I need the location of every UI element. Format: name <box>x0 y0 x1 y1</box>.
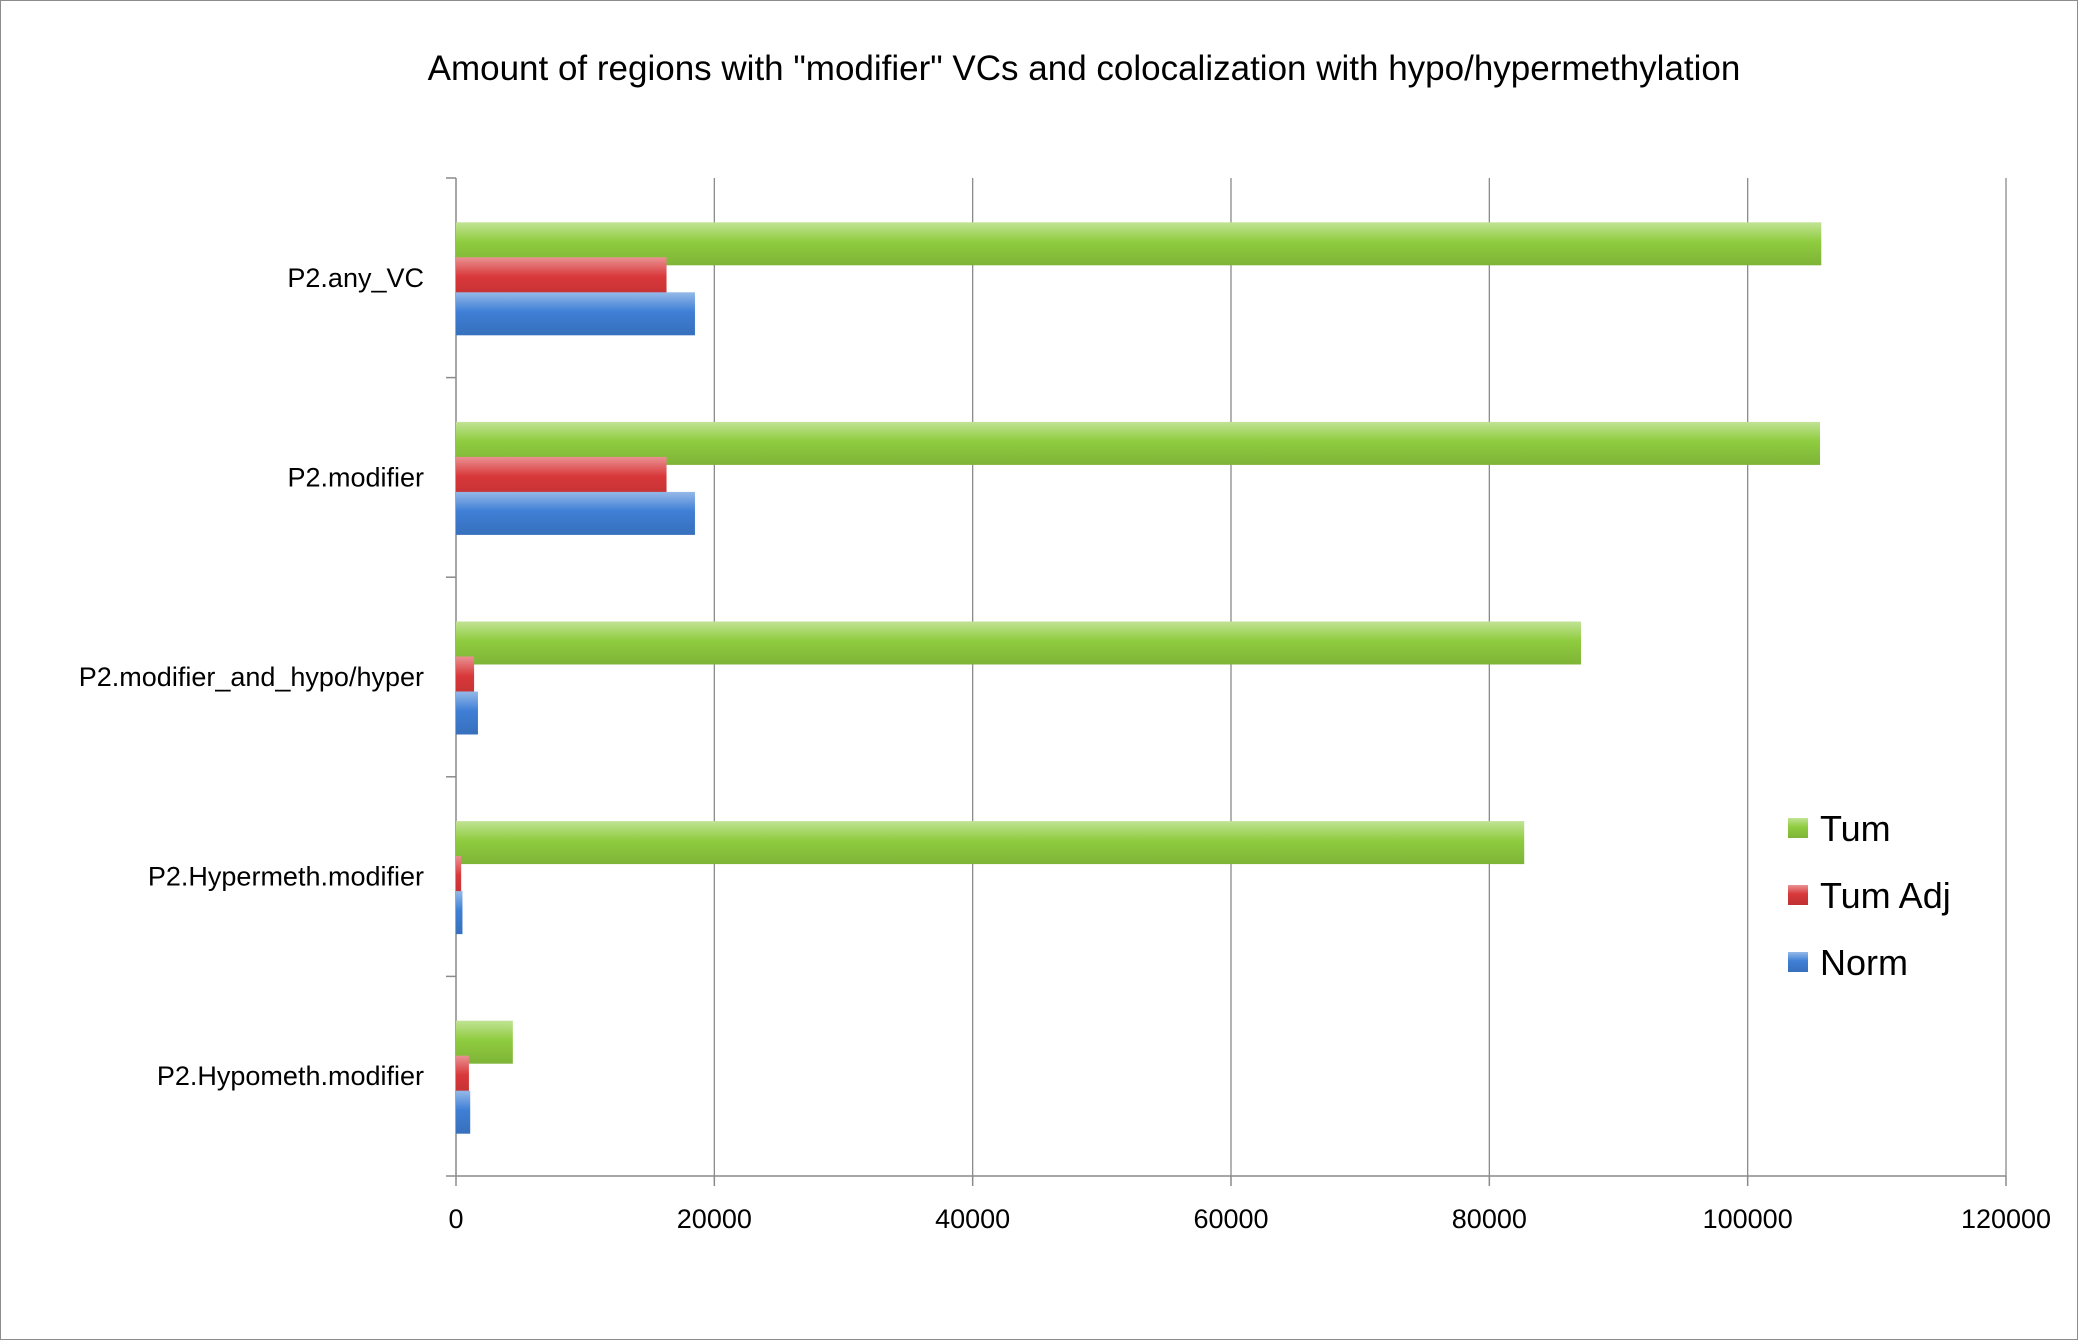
legend-label: Tum <box>1820 808 1891 849</box>
category-label: P2.any_VC <box>287 263 424 293</box>
bar-tum-adj <box>456 856 462 900</box>
x-tick-labels: 0 20000 40000 60000 80000 100000 120000 <box>448 1204 2051 1234</box>
category-label: P2.Hypometh.modifier <box>157 1061 424 1091</box>
category-label: P2.Hypermeth.modifier <box>148 862 424 892</box>
legend-label: Tum Adj <box>1820 875 1951 916</box>
legend: Tum Tum Adj Norm <box>1788 808 1951 983</box>
gridlines <box>713 178 2007 1176</box>
bar-tum-adj <box>456 1055 469 1099</box>
bar-tum <box>456 821 1525 865</box>
x-tick-label: 60000 <box>1193 1204 1268 1234</box>
x-tick-label: 20000 <box>677 1204 752 1234</box>
bar-tum <box>456 421 1820 465</box>
legend-label: Norm <box>1820 942 1908 983</box>
bar-norm <box>456 891 463 935</box>
bar-norm <box>456 691 478 735</box>
x-tick-label: 80000 <box>1452 1204 1527 1234</box>
legend-swatch <box>1788 818 1808 838</box>
bar-norm <box>456 491 695 535</box>
bar-tum <box>456 621 1582 665</box>
chart-title: Amount of regions with "modifier" VCs an… <box>428 49 1741 88</box>
legend-swatch <box>1788 885 1808 905</box>
bar-tum <box>456 222 1822 266</box>
bar-norm <box>456 1090 471 1134</box>
category-label: P2.modifier <box>287 462 424 492</box>
x-tick-label: 120000 <box>1961 1204 2051 1234</box>
x-tick-label: 100000 <box>1703 1204 1793 1234</box>
x-tick-label: 0 <box>448 1204 463 1234</box>
category-labels: P2.any_VC P2.modifier P2.modifier_and_hypo… <box>79 263 424 1091</box>
bars <box>456 222 1822 1134</box>
x-tick-label: 40000 <box>935 1204 1010 1234</box>
legend-swatch <box>1788 952 1808 972</box>
category-label: P2.modifier_and_hypo/hyper <box>79 662 424 692</box>
bar-norm <box>456 292 695 336</box>
bar-tum-adj <box>456 656 475 700</box>
